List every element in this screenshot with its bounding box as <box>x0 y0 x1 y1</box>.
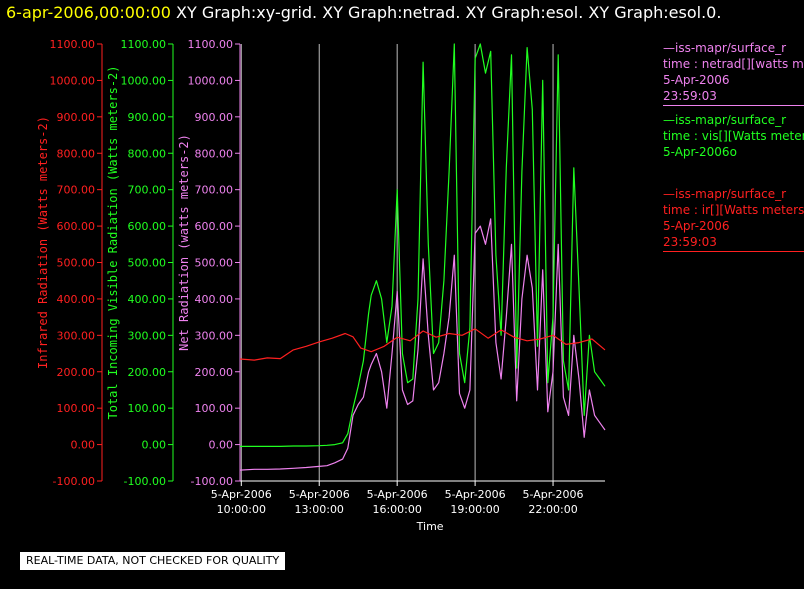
x-tick-time-0: 10:00:00 <box>217 503 266 516</box>
y-tick-label-2-1: 0.00 <box>209 439 234 452</box>
y-tick-label-1-10: 900.00 <box>128 111 167 124</box>
y-tick-label-0-10: 900.00 <box>57 111 96 124</box>
y-tick-label-1-3: 200.00 <box>128 366 167 379</box>
y-tick-label-0-4: 300.00 <box>57 329 96 342</box>
y-tick-label-1-7: 600.00 <box>128 220 167 233</box>
x-tick-date-4: 5-Apr-2006 <box>523 488 584 501</box>
title-graph-0: XY Graph:xy-grid. <box>171 3 317 22</box>
y-tick-label-0-0: -100.00 <box>53 475 95 488</box>
y-tick-label-1-11: 1000.00 <box>121 74 167 87</box>
y-tick-label-1-1: 0.00 <box>142 439 167 452</box>
title-graph-1: XY Graph:netrad. <box>317 3 460 22</box>
quality-notice: REAL-TIME DATA, NOT CHECKED FOR QUALITY <box>20 552 286 570</box>
y-axis-label-1: Total Incoming Visible Radiation (Watts … <box>106 65 120 419</box>
title-graph-2: XY Graph:esol. <box>460 3 583 22</box>
title-date: 6-apr-2006,00:00:00 <box>6 3 171 22</box>
y-tick-label-2-9: 800.00 <box>195 147 234 160</box>
legend-netrad-time: 23:59:03 <box>663 89 717 103</box>
y-tick-label-0-11: 1000.00 <box>50 74 96 87</box>
y-tick-label-2-4: 300.00 <box>195 329 234 342</box>
chart-title: 6-apr-2006,00:00:00 XY Graph:xy-grid. XY… <box>6 3 721 22</box>
y-tick-label-0-6: 500.00 <box>57 257 96 270</box>
legend-vis-variable: time : vis[][Watts meter <box>663 129 804 143</box>
title-graph-3: XY Graph:esol.0. <box>583 3 721 22</box>
y-tick-label-1-8: 700.00 <box>128 184 167 197</box>
legend-ir-divider <box>663 251 804 252</box>
y-tick-label-1-6: 500.00 <box>128 257 167 270</box>
y-tick-label-2-6: 500.00 <box>195 257 234 270</box>
legend-vis-date: 5-Apr-2006o <box>663 145 737 159</box>
y-tick-label-2-3: 200.00 <box>195 366 234 379</box>
x-tick-date-2: 5-Apr-2006 <box>367 488 428 501</box>
series-line-ir <box>239 328 606 361</box>
legend-ir-time: 23:59:03 <box>663 235 717 249</box>
y-tick-label-1-12: 1100.00 <box>121 38 167 51</box>
y-tick-label-1-9: 800.00 <box>128 147 167 160</box>
y-tick-label-0-3: 200.00 <box>57 366 96 379</box>
x-tick-time-2: 16:00:00 <box>372 503 421 516</box>
y-tick-label-2-7: 600.00 <box>195 220 234 233</box>
x-tick-date-1: 5-Apr-2006 <box>289 488 350 501</box>
y-tick-label-0-9: 800.00 <box>57 147 96 160</box>
y-tick-label-0-5: 400.00 <box>57 293 96 306</box>
x-tick-date-0: 5-Apr-2006 <box>211 488 272 501</box>
y-tick-label-2-12: 1100.00 <box>188 38 234 51</box>
series-line-vis <box>240 43 606 447</box>
legend-netrad-source: —iss-mapr/surface_r <box>663 41 787 55</box>
legend-ir-variable: time : ir[][Watts meters <box>663 203 804 217</box>
y-tick-label-0-7: 600.00 <box>57 220 96 233</box>
x-tick-time-4: 22:00:00 <box>528 503 577 516</box>
legend-ir-source: —iss-mapr/surface_r <box>663 187 787 201</box>
legend-vis-source: —iss-mapr/surface_r <box>663 113 787 127</box>
legend-netrad-variable: time : netrad[][watts me <box>663 57 804 71</box>
x-tick-time-1: 13:00:00 <box>295 503 344 516</box>
x-axis-label: Time <box>416 520 444 533</box>
y-tick-label-2-2: 100.00 <box>195 402 234 415</box>
y-tick-label-2-11: 1000.00 <box>188 74 234 87</box>
y-tick-label-0-8: 700.00 <box>57 184 96 197</box>
y-tick-label-2-5: 400.00 <box>195 293 234 306</box>
y-tick-label-0-12: 1100.00 <box>50 38 96 51</box>
x-tick-date-3: 5-Apr-2006 <box>445 488 506 501</box>
y-tick-label-2-0: -100.00 <box>191 475 233 488</box>
legend-netrad-divider <box>663 105 804 106</box>
y-axis-label-2: Net Radiation (watts meters-2) <box>177 134 191 351</box>
y-tick-label-1-5: 400.00 <box>128 293 167 306</box>
legend-netrad-date: 5-Apr-2006 <box>663 73 730 87</box>
y-tick-label-2-8: 700.00 <box>195 184 234 197</box>
legend-netrad: —iss-mapr/surface_r time : netrad[][watt… <box>663 40 804 106</box>
series-line-netrad <box>239 218 606 471</box>
y-tick-label-1-0: -100.00 <box>124 475 166 488</box>
legend-vis: —iss-mapr/surface_r time : vis[][Watts m… <box>663 112 804 160</box>
legend-ir: —iss-mapr/surface_r time : ir[][Watts me… <box>663 186 804 252</box>
y-tick-label-1-4: 300.00 <box>128 329 167 342</box>
y-tick-label-0-2: 100.00 <box>57 402 96 415</box>
y-tick-label-0-1: 0.00 <box>71 439 96 452</box>
y-axis-label-0: Infrared Radiation (Watts meters-2) <box>36 116 50 369</box>
x-tick-time-3: 19:00:00 <box>450 503 499 516</box>
y-tick-label-1-2: 100.00 <box>128 402 167 415</box>
y-tick-label-2-10: 900.00 <box>195 111 234 124</box>
legend-ir-date: 5-Apr-2006 <box>663 219 730 233</box>
